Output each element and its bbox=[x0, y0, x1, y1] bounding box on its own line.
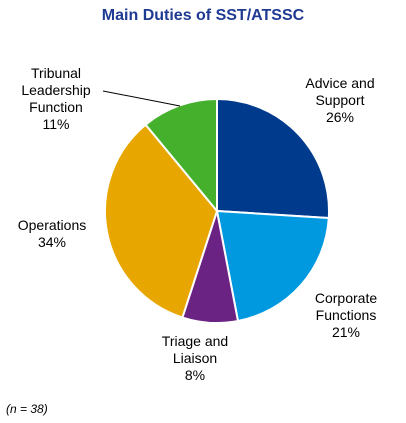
label-tribunal-leadership: Tribunal Leadership Function 11% bbox=[21, 65, 90, 132]
slice-advice-support bbox=[216, 97, 330, 220]
slice-corporate-functions bbox=[215, 209, 330, 323]
chart-title: Main Duties of SST/ATSSC bbox=[102, 7, 305, 24]
leader-line-tribunal-leadership bbox=[102, 90, 181, 107]
label-operations: Operations 34% bbox=[18, 217, 86, 250]
pie-slices bbox=[104, 97, 330, 324]
slice-labels: Advice and Support 26% Corporate Functions 21… bbox=[18, 65, 378, 383]
sample-size-note: (n = 38) bbox=[6, 402, 48, 416]
label-corporate-functions: Corporate Functions 21% bbox=[315, 290, 377, 340]
label-triage-liaison: Triage and Liaison 8% bbox=[162, 333, 228, 383]
slice-operations bbox=[104, 123, 219, 319]
label-advice-support: Advice and Support 26% bbox=[305, 75, 374, 125]
